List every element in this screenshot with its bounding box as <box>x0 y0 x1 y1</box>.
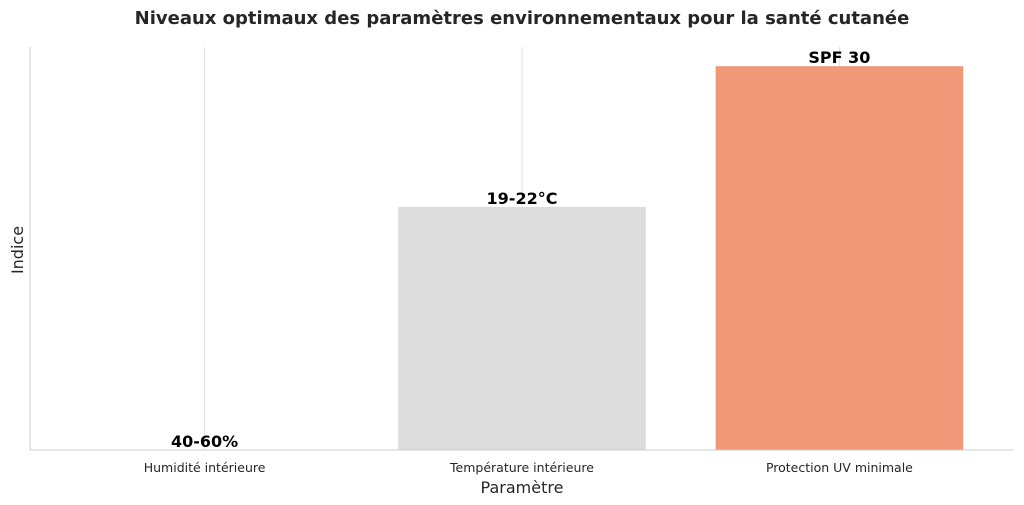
data-label: SPF 30 <box>808 48 870 67</box>
x-tick-label: Protection UV minimale <box>766 460 913 475</box>
data-label: 40-60% <box>171 432 238 451</box>
data-label: 19-22°C <box>487 189 558 208</box>
bar <box>398 206 646 450</box>
chart-title: Niveaux optimaux des paramètres environn… <box>135 8 910 29</box>
x-tick-labels: Humidité intérieure Température intérieur… <box>144 460 913 475</box>
data-labels: 40-60% 19-22°C SPF 30 <box>171 48 870 451</box>
bars <box>398 66 964 450</box>
bar <box>715 66 964 450</box>
axes <box>29 47 1014 451</box>
x-axis-label: Paramètre <box>481 478 564 497</box>
x-tick-label: Température intérieure <box>449 460 594 475</box>
y-axis-label: Indice <box>8 226 27 274</box>
x-tick-label: Humidité intérieure <box>144 460 266 475</box>
